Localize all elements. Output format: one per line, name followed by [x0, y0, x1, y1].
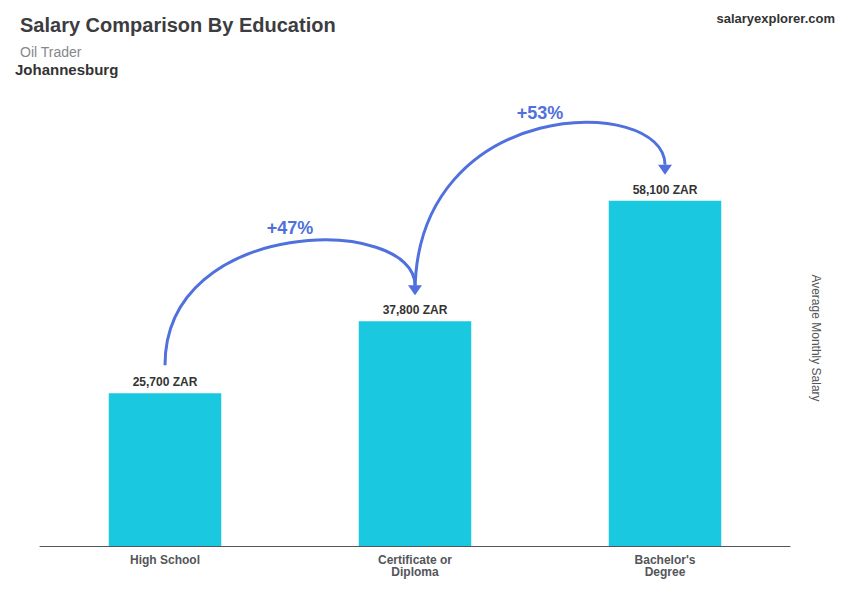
svg-text:Diploma: Diploma [391, 565, 439, 579]
svg-text:Degree: Degree [645, 565, 686, 579]
svg-text:High School: High School [130, 553, 200, 567]
svg-text:Johannesburg: Johannesburg [15, 61, 118, 78]
svg-text:Bachelor's: Bachelor's [634, 553, 696, 567]
svg-text:25,700 ZAR: 25,700 ZAR [133, 375, 198, 389]
svg-text:salaryexplorer.com: salaryexplorer.com [716, 11, 835, 26]
svg-text:Certificate or: Certificate or [378, 553, 452, 567]
svg-text:58,100 ZAR: 58,100 ZAR [633, 183, 698, 197]
svg-text:Oil Trader: Oil Trader [20, 44, 82, 60]
svg-text:Salary Comparison By Education: Salary Comparison By Education [20, 14, 336, 36]
svg-text:Average Monthly Salary: Average Monthly Salary [809, 274, 823, 401]
svg-text:+47%: +47% [267, 218, 314, 238]
svg-text:37,800 ZAR: 37,800 ZAR [383, 303, 448, 317]
svg-text:+53%: +53% [517, 103, 564, 123]
